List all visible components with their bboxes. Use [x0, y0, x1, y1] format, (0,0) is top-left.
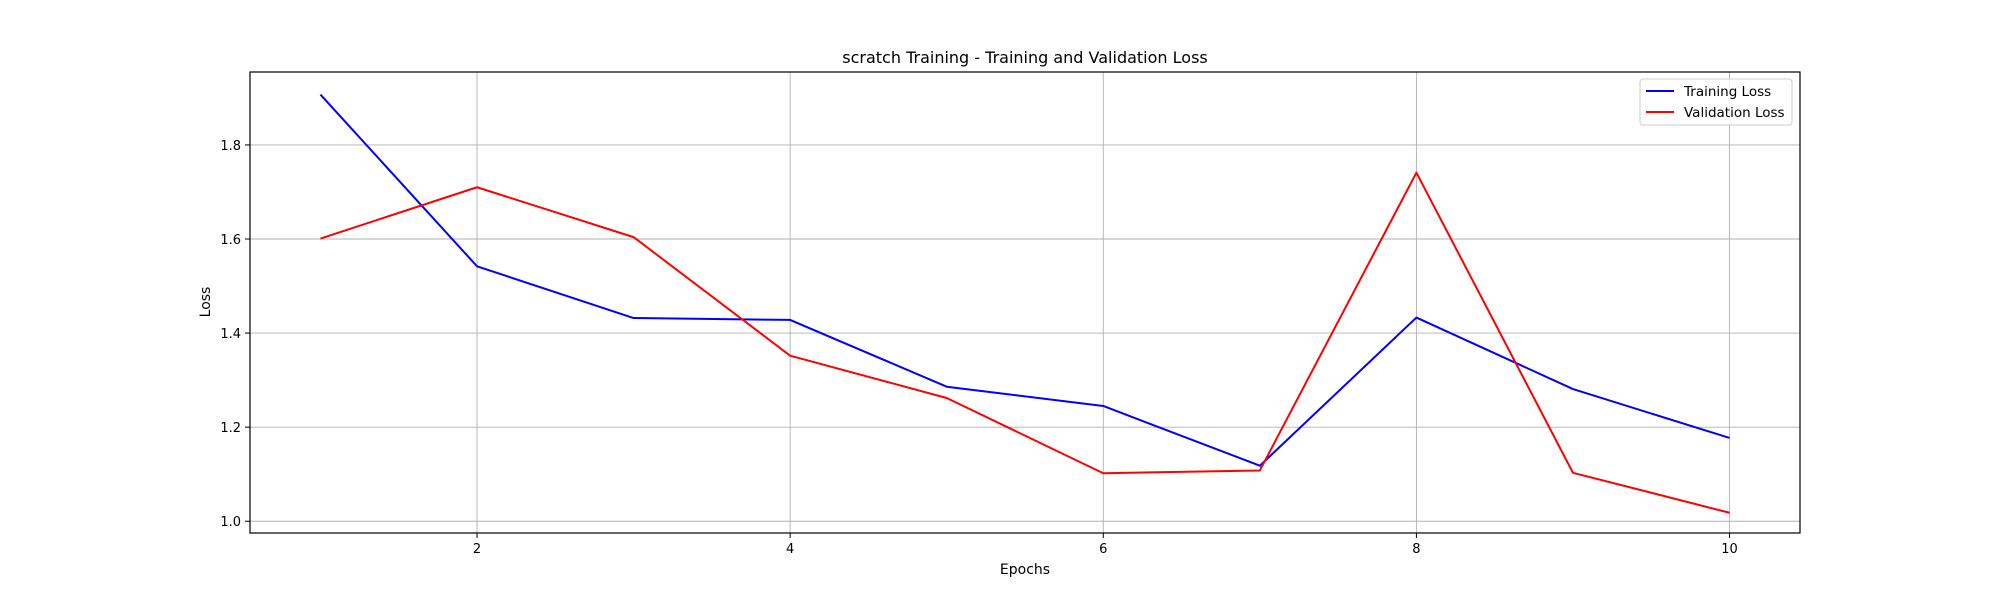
- legend: Training Loss Validation Loss: [1639, 78, 1793, 126]
- y-tick-label: 1.0: [220, 515, 241, 530]
- validation-loss-line: [320, 171, 1730, 514]
- y-tick-label: 1.4: [220, 327, 241, 342]
- x-tick-label: 6: [1099, 542, 1107, 557]
- axis-ticks: 2 4 6 8 10 1.0 1.2 1.4 1.6 1.8: [220, 139, 1738, 557]
- y-tick-label: 1.6: [220, 233, 241, 248]
- y-axis-label: Loss: [198, 287, 214, 318]
- x-tick-label: 10: [1721, 542, 1738, 557]
- y-tick-label: 1.2: [220, 421, 241, 436]
- x-tick-label: 4: [786, 542, 794, 557]
- legend-label-validation: Validation Loss: [1684, 105, 1785, 121]
- x-tick-label: 8: [1412, 542, 1420, 557]
- chart-title: scratch Training - Training and Validati…: [842, 48, 1207, 67]
- y-tick-label: 1.8: [220, 139, 241, 154]
- grid: [250, 72, 1800, 533]
- x-axis-label: Epochs: [1000, 562, 1050, 578]
- plot-area-frame: [249, 71, 1801, 534]
- legend-label-training: Training Loss: [1683, 84, 1771, 100]
- legend-box: [1639, 78, 1793, 126]
- training-loss-line: [319, 93, 1730, 467]
- series-lines: [319, 93, 1730, 514]
- x-tick-label: 2: [473, 542, 481, 557]
